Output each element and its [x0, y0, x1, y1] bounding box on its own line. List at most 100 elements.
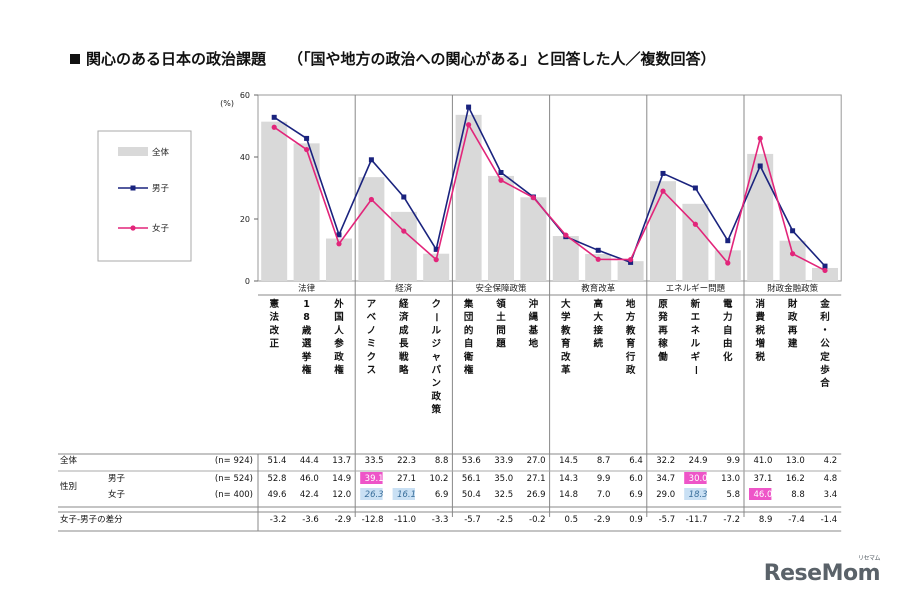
category-label-char: 教	[560, 324, 571, 336]
category-label-char: 公	[820, 339, 830, 350]
category-label-char: ミ	[367, 339, 377, 350]
bar-all	[812, 267, 838, 281]
table-cell: 32.5	[494, 490, 513, 500]
y-tick-label: 40	[240, 153, 250, 162]
table-cell: 29.0	[656, 490, 675, 500]
table-cell: 6.4	[629, 456, 643, 466]
category-label-char: 大	[593, 311, 603, 323]
title-sub: （「国や地方の政治への関心がある」と回答した人／複数回答）	[288, 50, 716, 68]
point-boys	[498, 170, 504, 175]
point-girls	[271, 124, 277, 130]
table-cell: 49.6	[267, 490, 286, 500]
category-label-char: 改	[561, 351, 571, 363]
group-label: 法律	[298, 283, 316, 294]
category-label-char: 策	[430, 404, 441, 416]
table-cell: 3.4	[824, 490, 838, 500]
category-label-char: ク	[431, 299, 441, 310]
logo-text: ReseMom	[763, 561, 881, 586]
resemom-logo: リセマム ReseMom	[763, 555, 881, 586]
table-cell: 27.1	[527, 474, 546, 484]
category-label-char: ン	[431, 378, 441, 389]
table-row-n: (n= 400)	[215, 490, 253, 500]
table-cell: 24.9	[689, 456, 708, 466]
category-label-char: ベ	[367, 312, 377, 323]
category-label-char: 発	[657, 311, 668, 323]
category-label-char: 費	[755, 311, 765, 323]
group-label: 教育改革	[581, 283, 616, 294]
table-cell: 32.2	[656, 456, 675, 466]
category-label-char: ー	[430, 312, 441, 322]
table-cell: 27.0	[527, 456, 546, 466]
point-girls	[725, 260, 731, 266]
table-cell: -2.5	[497, 515, 514, 525]
category-label-char: 新	[691, 298, 701, 310]
point-girls	[692, 221, 699, 227]
category-label-char: 政	[788, 311, 798, 323]
category-label-char: 税	[755, 324, 765, 336]
category-label-char: ク	[367, 352, 377, 363]
category-label-char: 地	[626, 298, 636, 310]
table-cell: 18.3	[689, 490, 708, 500]
table-cell: 39.1	[365, 474, 384, 484]
point-girls	[660, 188, 666, 194]
bar-all	[779, 240, 806, 281]
bar-all	[747, 153, 774, 281]
category-label-char: 憲	[268, 298, 279, 310]
table-cell: 42.4	[300, 490, 319, 500]
table-cell: -3.6	[302, 515, 319, 525]
point-boys	[822, 263, 828, 269]
chart-title: 関心のある日本の政治課題 （「国や地方の政治への関心がある」と回答した人／複数回答…	[70, 48, 716, 69]
category-label-char: ャ	[431, 352, 441, 363]
point-girls	[433, 257, 439, 263]
table-cell: -2.9	[594, 515, 611, 525]
point-boys	[595, 247, 601, 253]
y-tick-label: 20	[240, 215, 250, 224]
category-label-char: 1	[303, 299, 310, 310]
table-cell: 13.0	[786, 456, 805, 466]
category-label-char: 自	[464, 338, 474, 350]
category-label-char: 原	[658, 299, 668, 310]
table-cell: 6.9	[629, 490, 643, 500]
legend-label-boys: 男子	[152, 184, 170, 194]
point-girls	[304, 146, 310, 153]
category-label-char: 済	[399, 311, 409, 323]
table-cell: 35.0	[494, 474, 513, 484]
point-girls	[563, 232, 569, 238]
category-label-char: 正	[269, 339, 279, 350]
point-girls	[530, 195, 537, 201]
table-cell: 8.9	[759, 515, 773, 525]
category-label-char: ル	[431, 325, 441, 336]
table-cell: 16.1	[397, 490, 416, 500]
legend-marker-boys	[130, 185, 136, 191]
category-label-char: 地	[529, 338, 539, 350]
category-label-char: 権	[464, 364, 474, 376]
category-label-char: 外	[333, 298, 344, 310]
category-label-char: 学	[561, 311, 571, 323]
point-boys	[692, 185, 698, 191]
table-row-label: 男子	[108, 474, 126, 484]
bar-all	[488, 175, 514, 281]
legend-label-girls: 女子	[152, 223, 170, 234]
point-boys	[271, 114, 277, 120]
category-label-char: 土	[496, 311, 506, 323]
category-label-char: 法	[269, 311, 279, 323]
category-label-char: 金	[819, 298, 830, 310]
category-label-char: 成	[399, 324, 409, 336]
category-label-char: 由	[723, 338, 733, 350]
category-label-char: 長	[399, 339, 409, 350]
category-label-char: 続	[593, 338, 603, 350]
point-girls	[790, 251, 796, 257]
category-label-char: エ	[691, 312, 701, 323]
y-tick-label: 60	[240, 91, 250, 100]
table-cell: 44.4	[300, 456, 319, 466]
category-label-char: 消	[755, 298, 765, 310]
table-cell: 14.3	[559, 474, 578, 484]
point-girls	[498, 177, 504, 183]
category-label-char: 化	[723, 351, 733, 363]
table-cell: 10.2	[429, 474, 448, 484]
category-label-char: 集	[463, 298, 474, 310]
point-boys	[433, 246, 439, 252]
group-label: 経済	[395, 283, 413, 294]
category-label-char: 選	[302, 339, 312, 350]
